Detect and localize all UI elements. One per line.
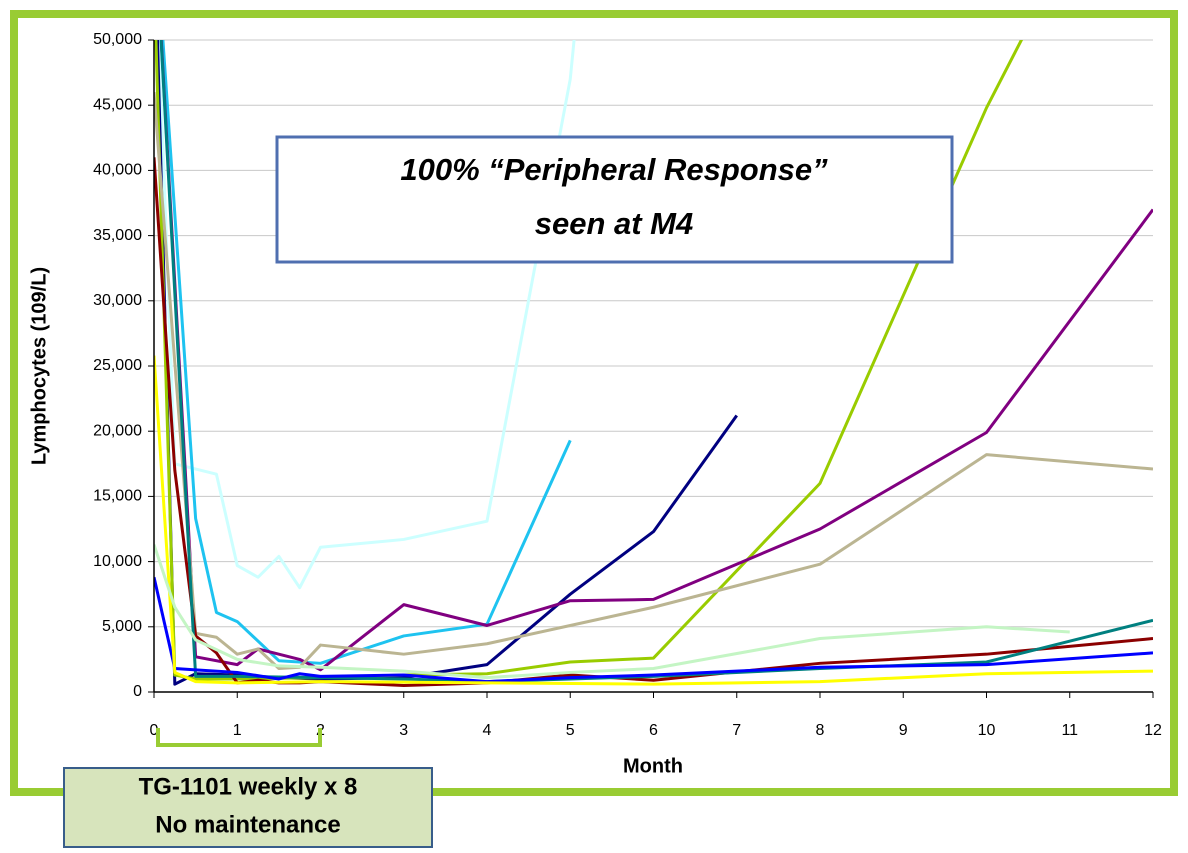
y-tick-label: 5,000 [102,618,142,635]
series-line [154,355,1153,686]
y-tick-label: 25,000 [93,357,142,374]
x-tick-label: 10 [978,722,996,739]
y-tick-label: 10,000 [93,553,142,570]
plot-lines [154,40,1153,687]
x-axis-title: Month [623,755,683,777]
x-tick-label: 1 [233,722,242,739]
x-tick-label: 7 [732,722,741,739]
treatment-text: TG-1101 weekly x 8 [139,773,358,800]
y-tick-label: 40,000 [93,162,142,179]
treatment-bracket [156,728,322,747]
series-line [159,40,1153,672]
x-tick-label: 5 [566,722,575,739]
x-tick-label: 9 [899,722,908,739]
series-line [161,40,572,665]
annotation-text: seen at M4 [535,206,694,241]
x-tick-label: 0 [150,722,159,739]
x-tick-label: 3 [399,722,408,739]
series-line [154,576,1153,684]
series-line [154,92,1153,671]
y-tick-label: 0 [133,683,142,700]
y-tick-label: 30,000 [93,292,142,309]
series-line [154,544,1070,680]
x-tick-label: 11 [1061,722,1078,739]
axes: 0 5,000 10,000 15,000 20,000 25,000 30,000 35,0… [93,31,1162,739]
x-tick-label: 6 [649,722,658,739]
y-tick-label: 15,000 [93,488,142,505]
annotation-box [275,135,954,264]
y-tick-label: 45,000 [93,96,142,113]
x-tick-label: 12 [1144,722,1162,739]
annotation-text: 100% “Peripheral Response” [400,152,828,187]
y-tick-label: 35,000 [93,227,142,244]
treatment-box [63,767,433,848]
x-tick-label: 4 [483,722,492,739]
y-axis-title: Lymphocytes (109/L) [28,267,50,465]
x-tick-label: 8 [816,722,825,739]
series-line [157,40,576,590]
y-tick-label: 20,000 [93,422,142,439]
y-tick-label: 50,000 [93,31,142,48]
treatment-text: No maintenance [155,811,340,838]
